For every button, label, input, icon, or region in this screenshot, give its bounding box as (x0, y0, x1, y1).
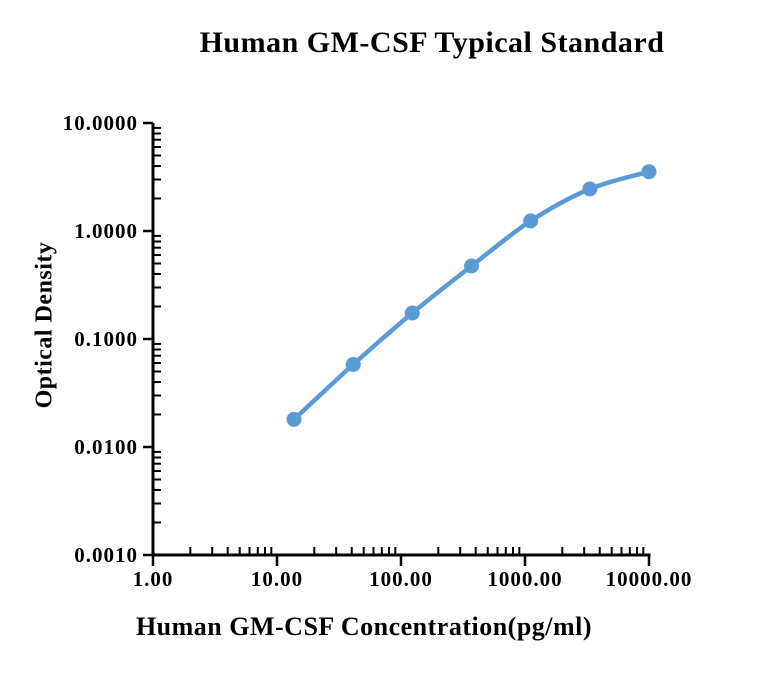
data-point-marker (464, 258, 479, 274)
data-point-marker (523, 213, 539, 229)
y-tick-label: 0.0100 (74, 435, 138, 459)
x-tick-label: 100.00 (369, 567, 433, 591)
x-tick-label: 1000.00 (487, 567, 562, 591)
y-tick-label: 0.0010 (74, 543, 138, 567)
y-tick-label: 0.1000 (74, 327, 138, 351)
chart-title: Human GM-CSF Typical Standard (199, 26, 665, 59)
y-tick-label: 10.0000 (63, 111, 138, 135)
x-tick-label: 10.00 (251, 567, 303, 591)
data-point-marker (286, 411, 302, 427)
standard-curve-line (291, 169, 652, 422)
x-tick-label: 1.00 (133, 567, 174, 591)
data-point-marker (641, 164, 657, 180)
data-point-marker (404, 305, 420, 321)
data-point-marker (345, 357, 361, 372)
data-point-marker (582, 181, 598, 197)
y-tick-label: 1.0000 (74, 219, 138, 243)
x-axis-title: Human GM-CSF Concentration(pg/ml) (135, 612, 593, 641)
x-tick-label: 10000.00 (606, 567, 693, 591)
